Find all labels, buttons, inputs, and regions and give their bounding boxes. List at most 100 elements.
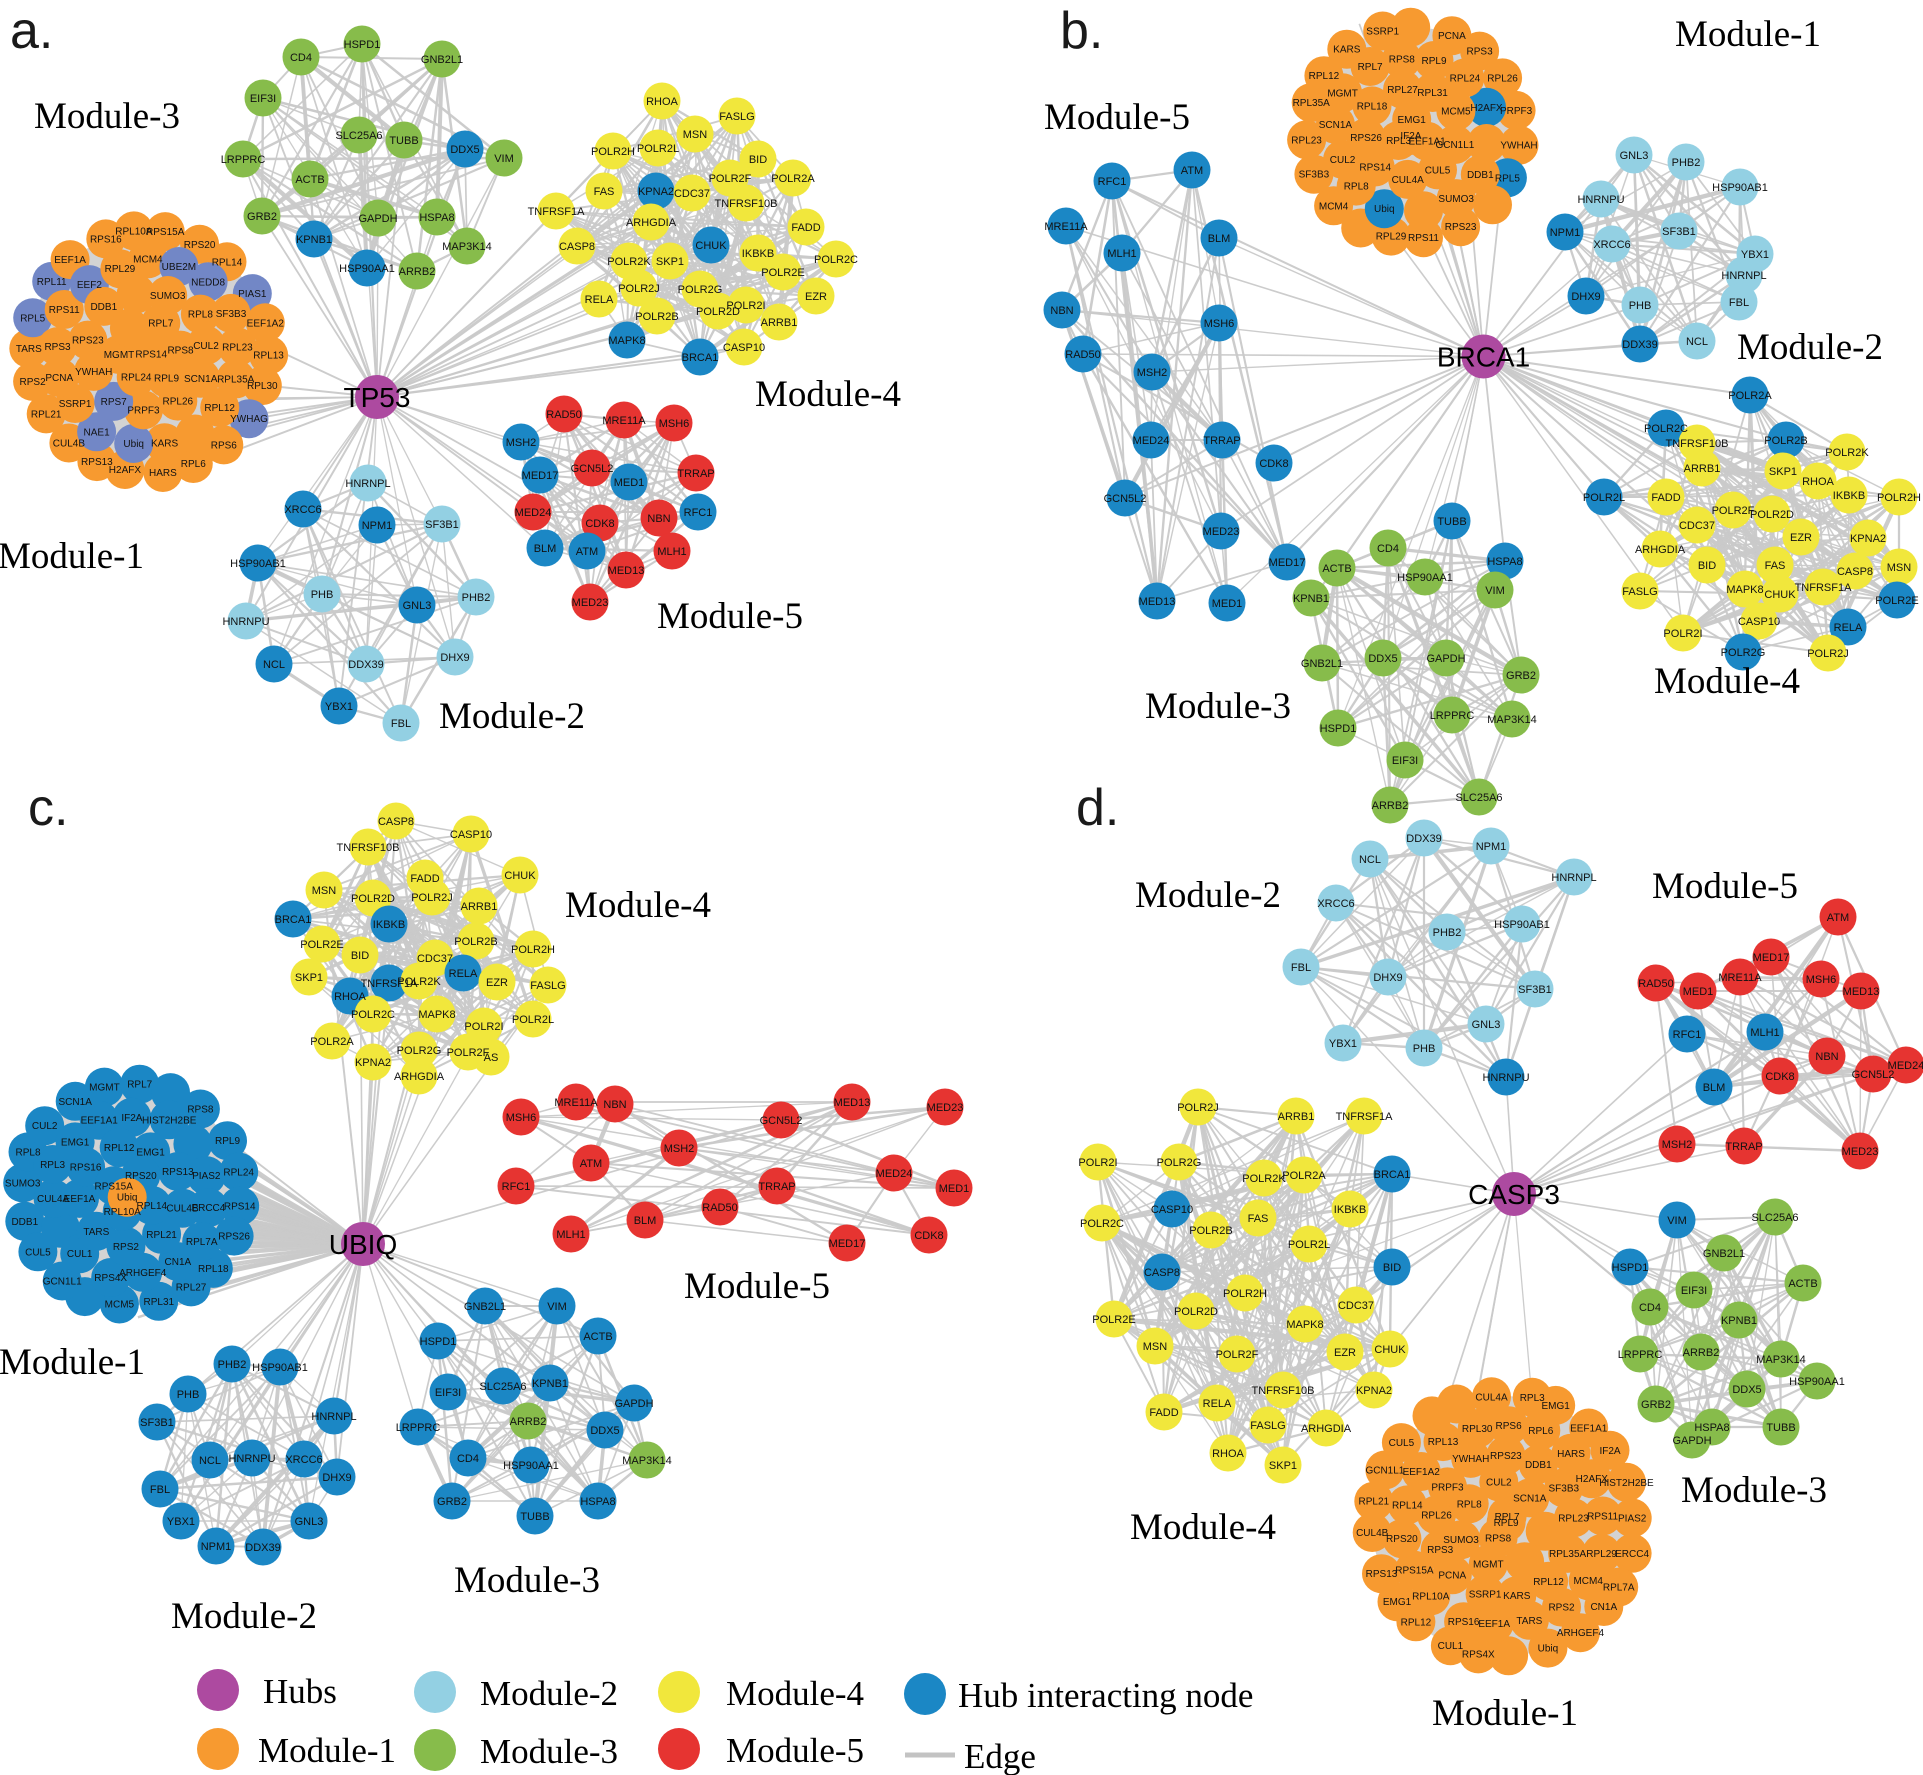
svg-text:MRE11A: MRE11A bbox=[554, 1097, 598, 1109]
svg-text:HSPA8: HSPA8 bbox=[1694, 1422, 1729, 1434]
svg-text:DHX9: DHX9 bbox=[440, 652, 469, 664]
svg-text:UBE2M: UBE2M bbox=[162, 262, 196, 273]
svg-text:MED1: MED1 bbox=[1212, 598, 1243, 610]
svg-text:KPNB1: KPNB1 bbox=[296, 234, 332, 246]
svg-text:MED24: MED24 bbox=[1888, 1060, 1923, 1072]
svg-text:Module-3: Module-3 bbox=[1681, 1470, 1827, 1511]
svg-text:SCN1A: SCN1A bbox=[59, 1097, 93, 1108]
svg-text:CASP10: CASP10 bbox=[450, 829, 492, 841]
svg-text:EEF1A: EEF1A bbox=[64, 1194, 96, 1205]
svg-text:DDX39: DDX39 bbox=[1622, 339, 1657, 351]
svg-text:HSP90AA1: HSP90AA1 bbox=[339, 263, 395, 275]
svg-text:TUBB: TUBB bbox=[389, 135, 418, 147]
svg-text:FAS: FAS bbox=[594, 186, 615, 198]
svg-text:MED13: MED13 bbox=[834, 1097, 871, 1109]
svg-text:NCL: NCL bbox=[1686, 336, 1708, 348]
svg-text:POLR2C: POLR2C bbox=[814, 254, 858, 266]
svg-text:HSPD1: HSPD1 bbox=[344, 39, 381, 51]
svg-text:POLR2H: POLR2H bbox=[591, 146, 635, 158]
svg-text:RPL11: RPL11 bbox=[37, 277, 67, 288]
svg-text:ARHGDIA: ARHGDIA bbox=[626, 217, 677, 229]
svg-text:MED23: MED23 bbox=[1842, 1146, 1879, 1158]
svg-text:RPS26: RPS26 bbox=[1350, 133, 1382, 144]
svg-text:RPS13: RPS13 bbox=[162, 1167, 194, 1178]
svg-text:DDB1: DDB1 bbox=[1525, 1460, 1552, 1471]
svg-text:RFC1: RFC1 bbox=[502, 1181, 531, 1193]
svg-text:HSPA8: HSPA8 bbox=[1487, 556, 1522, 568]
svg-text:SKP1: SKP1 bbox=[295, 972, 323, 984]
svg-text:DDB1: DDB1 bbox=[90, 302, 117, 313]
svg-text:XRCC6: XRCC6 bbox=[1317, 898, 1354, 910]
svg-text:CD4: CD4 bbox=[1377, 543, 1399, 555]
svg-text:BLM: BLM bbox=[1208, 233, 1231, 245]
svg-text:PHB: PHB bbox=[1629, 300, 1652, 312]
svg-text:RPL35A: RPL35A bbox=[217, 375, 255, 386]
svg-text:MRE11A: MRE11A bbox=[602, 415, 646, 427]
svg-text:ARRB2: ARRB2 bbox=[399, 266, 436, 278]
svg-text:TRRAP: TRRAP bbox=[758, 1181, 795, 1193]
svg-text:GCN1L1: GCN1L1 bbox=[1435, 140, 1474, 151]
svg-text:GNB2L1: GNB2L1 bbox=[421, 54, 463, 66]
svg-text:RPS11: RPS11 bbox=[49, 305, 80, 316]
svg-text:BRCA1: BRCA1 bbox=[275, 914, 312, 926]
svg-text:EZR: EZR bbox=[1334, 1347, 1356, 1359]
svg-text:RPL24: RPL24 bbox=[121, 372, 152, 383]
svg-text:MED17: MED17 bbox=[1269, 557, 1306, 569]
svg-text:MED17: MED17 bbox=[1753, 952, 1790, 964]
svg-text:RHOA: RHOA bbox=[334, 991, 366, 1003]
svg-text:ARHGDIA: ARHGDIA bbox=[394, 1071, 445, 1083]
svg-text:PCNA: PCNA bbox=[1438, 1570, 1466, 1581]
svg-text:TNFRSF1A: TNFRSF1A bbox=[361, 978, 419, 990]
svg-text:RPS20: RPS20 bbox=[184, 240, 216, 251]
svg-text:RPS7: RPS7 bbox=[101, 397, 128, 408]
svg-text:RAD50: RAD50 bbox=[1065, 349, 1100, 361]
svg-text:RPL7A: RPL7A bbox=[1603, 1583, 1635, 1594]
svg-text:RPL29: RPL29 bbox=[1376, 232, 1407, 243]
svg-text:POLR2E: POLR2E bbox=[761, 267, 804, 279]
svg-text:NPM1: NPM1 bbox=[362, 520, 393, 532]
svg-text:RPS3: RPS3 bbox=[1427, 1545, 1454, 1556]
svg-text:ATM: ATM bbox=[580, 1158, 602, 1170]
svg-text:RPL14: RPL14 bbox=[137, 1201, 168, 1212]
svg-text:CHUK: CHUK bbox=[1374, 1344, 1406, 1356]
svg-text:Module-2: Module-2 bbox=[1737, 327, 1883, 368]
svg-text:LRPPRC: LRPPRC bbox=[1430, 710, 1475, 722]
svg-text:RPL23: RPL23 bbox=[222, 342, 253, 353]
svg-text:RPL21: RPL21 bbox=[1359, 1497, 1390, 1508]
svg-text:HSPA8: HSPA8 bbox=[580, 1496, 615, 1508]
svg-text:RPL21: RPL21 bbox=[31, 409, 62, 420]
svg-text:HSPD1: HSPD1 bbox=[1320, 723, 1357, 735]
svg-text:POLR2K: POLR2K bbox=[1242, 1173, 1286, 1185]
svg-text:SF3B3: SF3B3 bbox=[1549, 1483, 1580, 1494]
svg-text:POLR2I: POLR2I bbox=[726, 300, 765, 312]
svg-text:RPL7: RPL7 bbox=[127, 1080, 152, 1091]
svg-text:MAPK8: MAPK8 bbox=[1726, 584, 1763, 596]
svg-text:CASP8: CASP8 bbox=[1144, 1267, 1180, 1279]
svg-text:HSPD1: HSPD1 bbox=[420, 1336, 457, 1348]
svg-text:BID: BID bbox=[749, 154, 767, 166]
svg-text:RPL13: RPL13 bbox=[1428, 1437, 1459, 1448]
svg-text:PHB: PHB bbox=[1413, 1043, 1436, 1055]
svg-text:RAD50: RAD50 bbox=[702, 1202, 737, 1214]
svg-text:RELA: RELA bbox=[449, 968, 478, 980]
svg-text:Module-5: Module-5 bbox=[1652, 866, 1798, 907]
svg-text:RPS2: RPS2 bbox=[1548, 1603, 1575, 1614]
svg-text:EEF1A: EEF1A bbox=[1478, 1619, 1510, 1630]
svg-text:HSP90AB1: HSP90AB1 bbox=[1494, 919, 1550, 931]
svg-text:POLR2B: POLR2B bbox=[635, 311, 678, 323]
svg-text:MED24: MED24 bbox=[515, 507, 552, 519]
svg-text:PIAS2: PIAS2 bbox=[192, 1171, 221, 1182]
svg-text:RPS6: RPS6 bbox=[1496, 1421, 1523, 1432]
svg-text:VIM: VIM bbox=[494, 153, 514, 165]
svg-text:ARHGDIA: ARHGDIA bbox=[1635, 544, 1686, 556]
svg-text:CASP3: CASP3 bbox=[1468, 1179, 1560, 1210]
svg-text:KPNA2: KPNA2 bbox=[1356, 1385, 1392, 1397]
svg-text:DHX9: DHX9 bbox=[1571, 291, 1600, 303]
svg-text:RPS14: RPS14 bbox=[1359, 163, 1391, 174]
svg-text:MRE11A: MRE11A bbox=[1044, 221, 1088, 233]
svg-text:YBX1: YBX1 bbox=[1329, 1038, 1357, 1050]
svg-text:MAPK8: MAPK8 bbox=[608, 335, 645, 347]
svg-text:EEF1A1: EEF1A1 bbox=[1408, 137, 1446, 148]
svg-text:CUL4A: CUL4A bbox=[1475, 1392, 1508, 1403]
svg-text:CDC37: CDC37 bbox=[1338, 1300, 1374, 1312]
